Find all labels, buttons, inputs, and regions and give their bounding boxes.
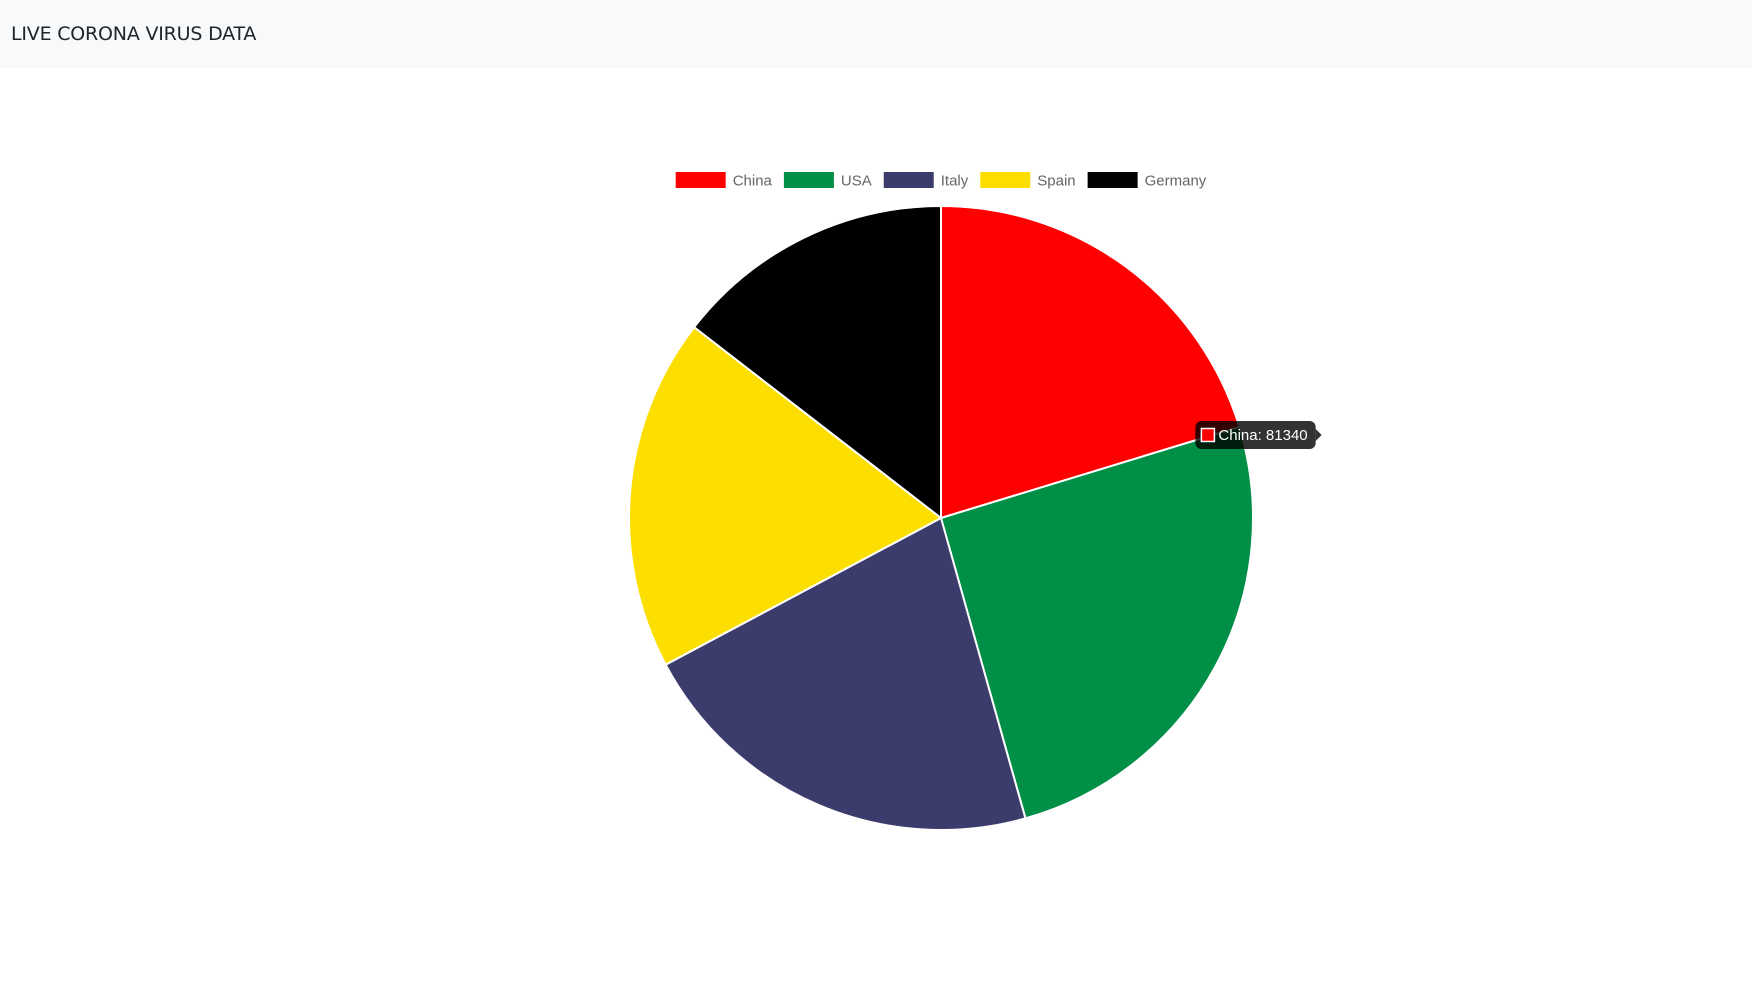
- chart-container: China USA Italy Spain Germany China: 81340: [0, 68, 1752, 986]
- legend-swatch-china: [675, 172, 726, 188]
- legend-swatch-germany: [1087, 172, 1138, 188]
- legend-swatch-spain: [980, 172, 1031, 188]
- tooltip-label: China: 81340: [1218, 427, 1307, 444]
- pie-slice-spain[interactable]: [628, 325, 943, 667]
- legend-item-italy[interactable]: Italy: [883, 172, 969, 189]
- pie-slice-china[interactable]: [940, 204, 1241, 520]
- pie-slice-germany[interactable]: [692, 204, 942, 521]
- legend-label-usa: USA: [841, 172, 872, 189]
- chart-legend: China USA Italy Spain Germany: [675, 172, 1207, 189]
- pie-slice-usa[interactable]: [939, 425, 1254, 820]
- legend-label-germany: Germany: [1145, 172, 1207, 189]
- legend-item-china[interactable]: China: [675, 172, 773, 189]
- pie-slices: [628, 204, 1254, 831]
- chart-tooltip: China: 81340: [1195, 420, 1322, 449]
- legend-label-italy: Italy: [941, 172, 969, 189]
- legend-label-china: China: [733, 172, 773, 189]
- legend-swatch-italy: [883, 172, 934, 188]
- legend-item-germany[interactable]: Germany: [1087, 172, 1207, 189]
- legend-label-spain: Spain: [1037, 172, 1075, 189]
- legend-item-usa[interactable]: USA: [783, 172, 872, 189]
- pie-chart[interactable]: China USA Italy Spain Germany China: 81340: [0, 68, 1752, 986]
- tooltip-caret: [1315, 428, 1322, 441]
- legend-item-spain[interactable]: Spain: [980, 172, 1076, 189]
- pie-slice-italy[interactable]: [664, 516, 1027, 831]
- legend-swatch-usa: [783, 172, 834, 188]
- tooltip-swatch: [1200, 427, 1216, 443]
- tooltip-background: [1195, 420, 1316, 449]
- navbar-brand[interactable]: LIVE CORONA VIRUS DATA: [11, 23, 257, 45]
- navbar: LIVE CORONA VIRUS DATA: [0, 0, 1752, 68]
